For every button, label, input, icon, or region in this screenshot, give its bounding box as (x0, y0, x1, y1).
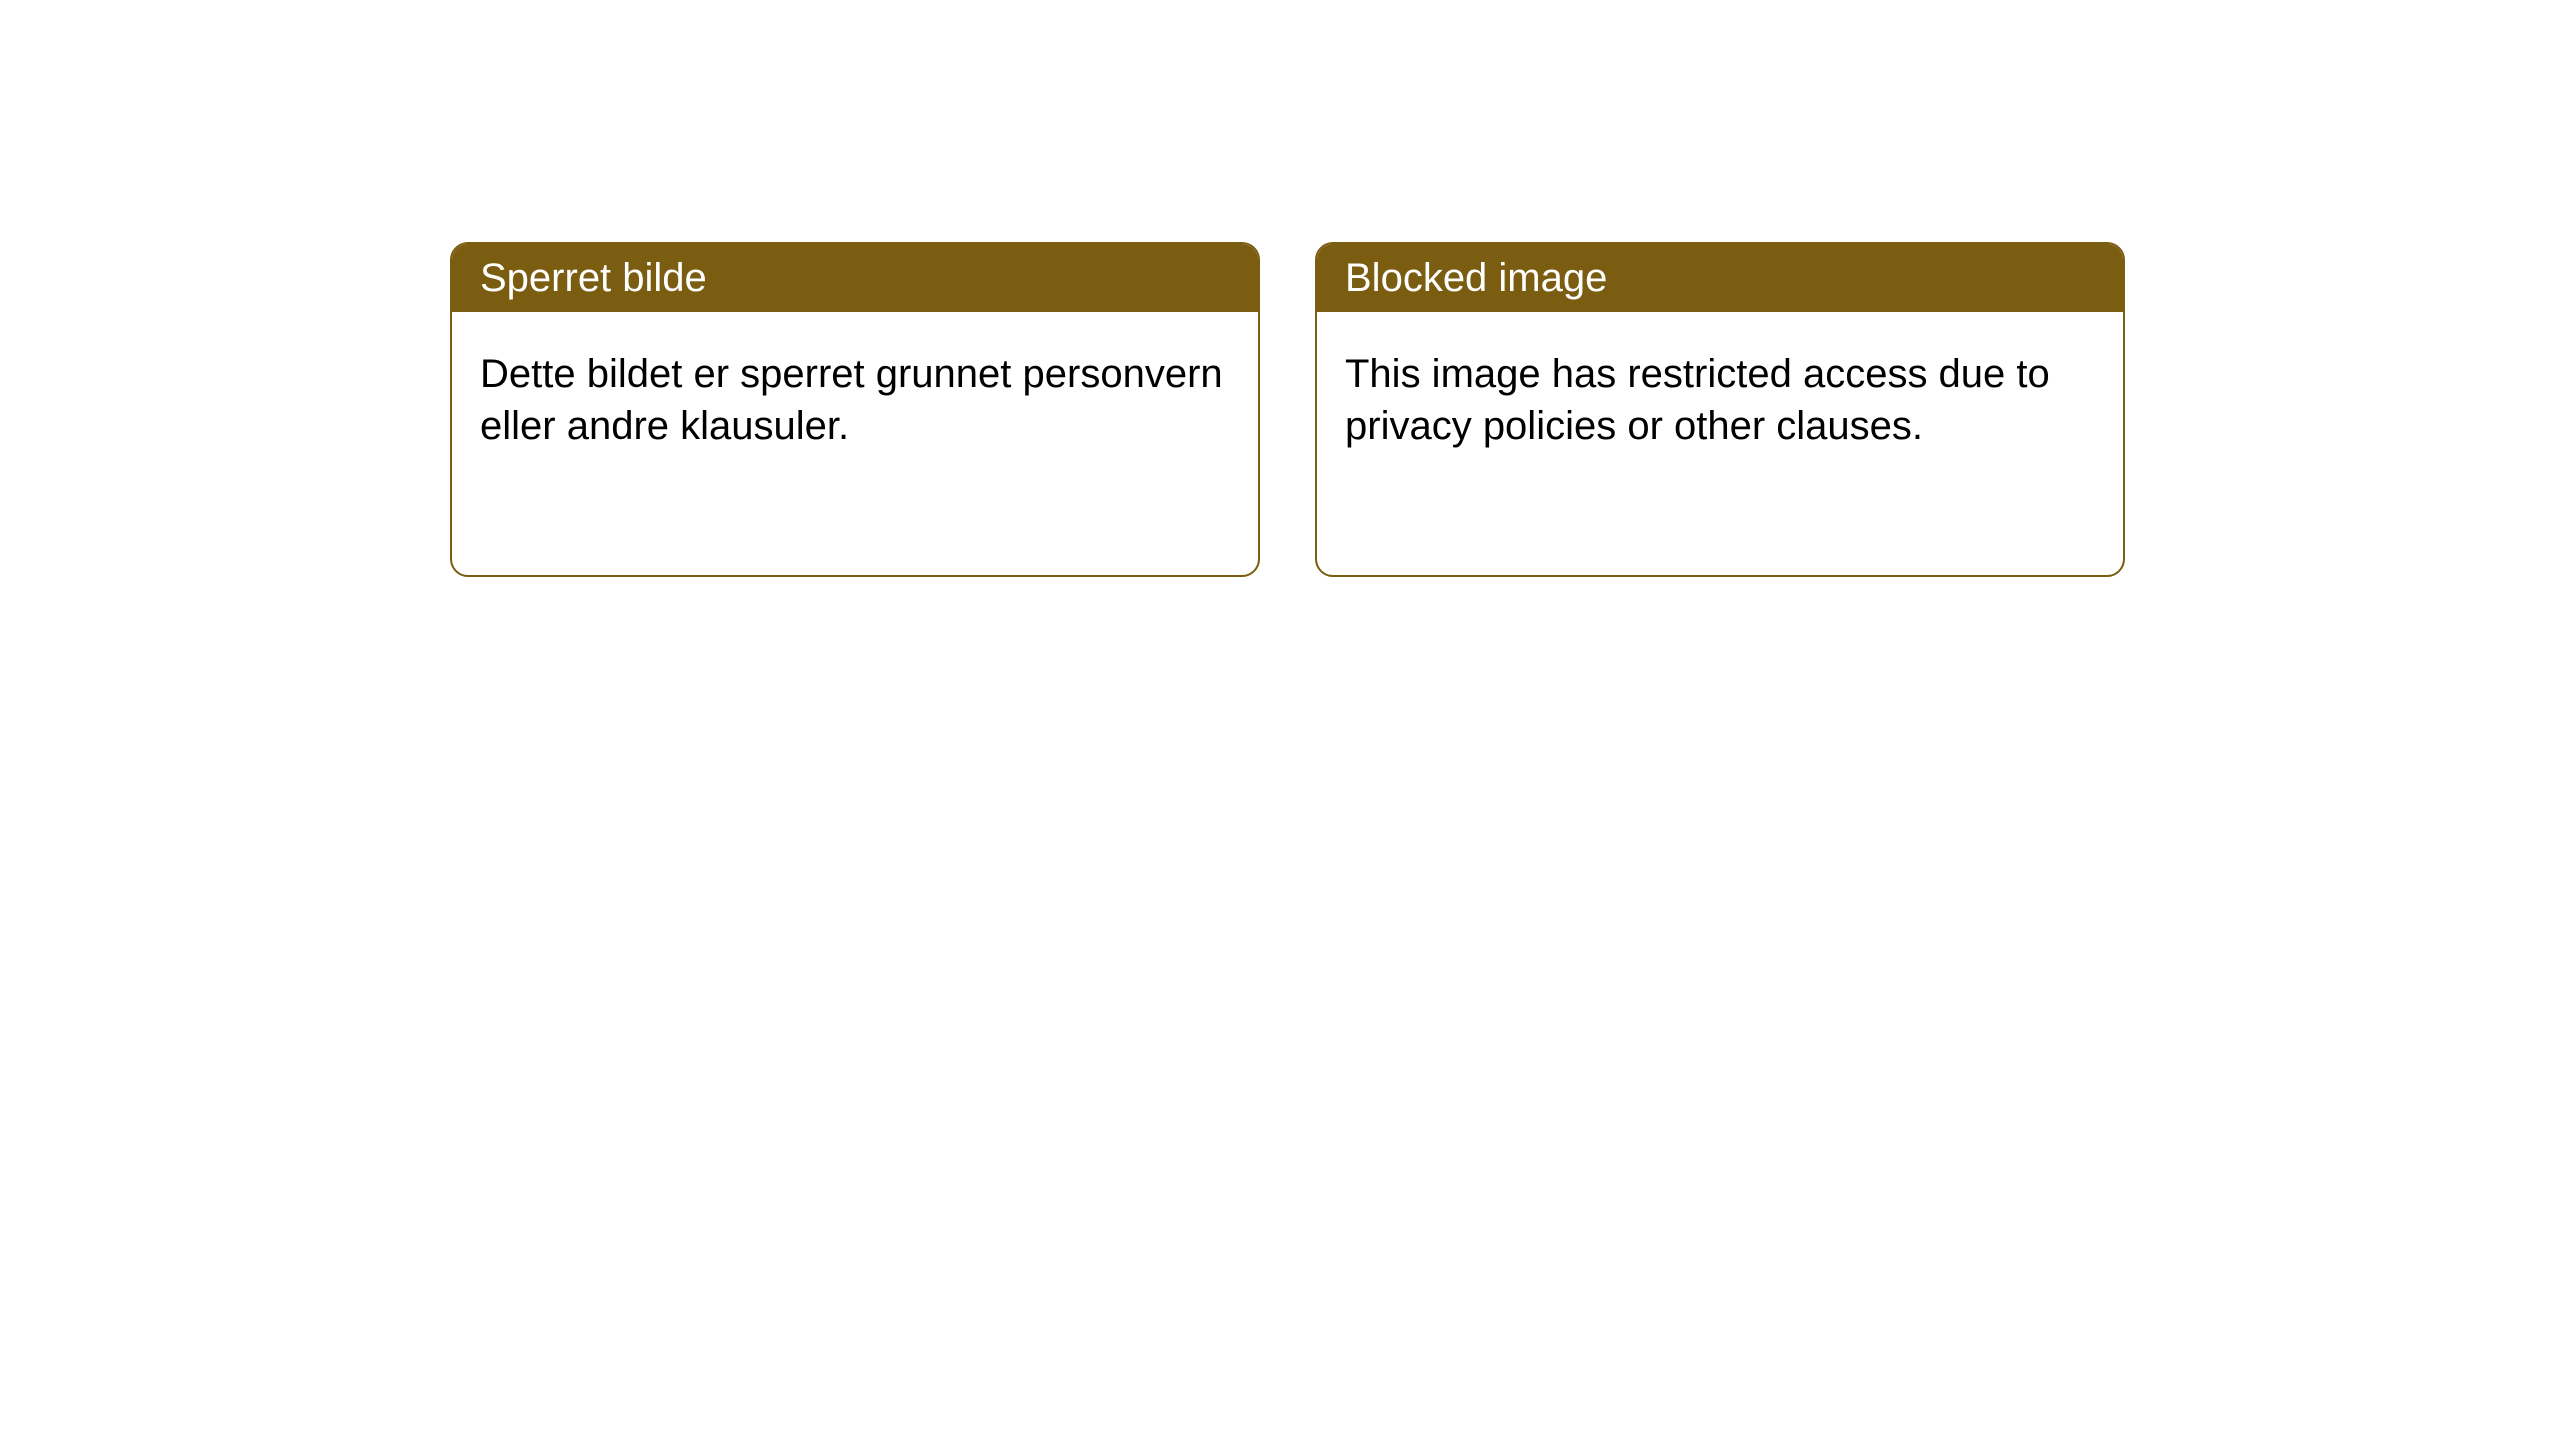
notice-card-norwegian: Sperret bilde Dette bildet er sperret gr… (450, 242, 1260, 577)
notice-cards-container: Sperret bilde Dette bildet er sperret gr… (0, 0, 2560, 577)
notice-card-title: Sperret bilde (452, 244, 1258, 312)
notice-card-title: Blocked image (1317, 244, 2123, 312)
notice-card-english: Blocked image This image has restricted … (1315, 242, 2125, 577)
notice-card-body: This image has restricted access due to … (1317, 312, 2123, 488)
notice-card-body: Dette bildet er sperret grunnet personve… (452, 312, 1258, 488)
